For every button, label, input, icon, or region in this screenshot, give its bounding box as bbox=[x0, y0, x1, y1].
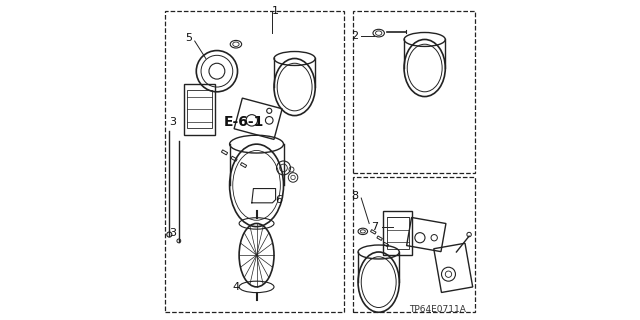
Bar bbox=[383, 242, 388, 247]
Text: 8: 8 bbox=[351, 191, 358, 202]
Text: 3: 3 bbox=[170, 117, 176, 127]
Text: 6: 6 bbox=[275, 195, 282, 205]
Text: 7: 7 bbox=[372, 222, 379, 232]
Bar bbox=[184, 84, 215, 135]
Text: TP64E0711A: TP64E0711A bbox=[409, 305, 466, 314]
Text: 1: 1 bbox=[272, 6, 279, 16]
Bar bbox=[406, 218, 446, 252]
Bar bbox=[241, 163, 246, 168]
Bar bbox=[353, 178, 476, 312]
Text: 5: 5 bbox=[185, 33, 192, 43]
Bar bbox=[234, 98, 282, 140]
Bar bbox=[371, 230, 376, 234]
Bar bbox=[353, 11, 476, 173]
Bar bbox=[383, 211, 412, 255]
Bar bbox=[164, 11, 344, 312]
Bar bbox=[377, 236, 382, 240]
Bar bbox=[187, 90, 212, 128]
Text: 2: 2 bbox=[351, 31, 358, 41]
Bar bbox=[387, 217, 409, 249]
Text: 4: 4 bbox=[232, 282, 239, 292]
Text: E-6-1: E-6-1 bbox=[223, 115, 264, 129]
Polygon shape bbox=[252, 188, 276, 203]
Bar bbox=[434, 243, 473, 292]
Text: 3: 3 bbox=[170, 228, 176, 238]
Bar bbox=[231, 156, 237, 161]
Bar bbox=[221, 150, 228, 155]
